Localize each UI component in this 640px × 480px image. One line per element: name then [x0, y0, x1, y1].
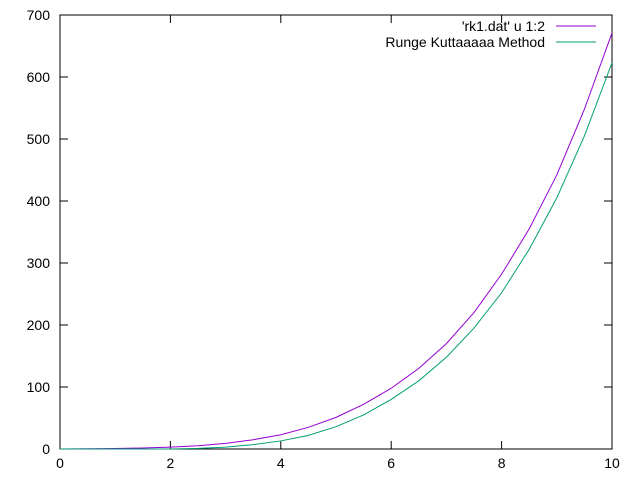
y-tick-label: 700 [27, 7, 51, 23]
series-1-point [501, 274, 502, 275]
series-2-point [280, 440, 281, 441]
y-tick-label: 200 [27, 317, 51, 333]
x-tick-label: 8 [498, 455, 506, 471]
x-tick-label: 4 [277, 455, 285, 471]
y-tick-label: 0 [42, 441, 50, 457]
series-2-point [308, 435, 309, 436]
series-1-point [418, 368, 419, 369]
series-2-point [418, 380, 419, 381]
series-2-point [501, 292, 502, 293]
series-1-point [335, 417, 336, 418]
series-2-point [446, 357, 447, 358]
series-1-point [280, 434, 281, 435]
series-line-2 [60, 62, 613, 450]
legend-label-2: Runge Kuttaaaaa Method [385, 34, 545, 50]
series-1-point [584, 109, 585, 110]
series-1-point [391, 388, 392, 389]
series-2-point [142, 448, 143, 449]
series-1-point [529, 228, 530, 229]
series-2-point [584, 135, 585, 136]
series-1-point [556, 174, 557, 175]
y-tick-label: 600 [27, 69, 51, 85]
x-tick-label: 2 [167, 455, 175, 471]
series-2-point [253, 444, 254, 445]
series-1-point [611, 32, 612, 33]
series-1-point [253, 439, 254, 440]
y-tick-label: 300 [27, 255, 51, 271]
y-tick-label: 100 [27, 379, 51, 395]
series-2-point [391, 399, 392, 400]
x-tick-label: 0 [56, 455, 64, 471]
series-2-point [473, 328, 474, 329]
series-2-point [529, 249, 530, 250]
series-1-point [197, 445, 198, 446]
series-1-point [170, 446, 171, 447]
series-2-point [556, 197, 557, 198]
series-2-point [59, 448, 60, 449]
y-tick-label: 400 [27, 193, 51, 209]
series-2-point [170, 448, 171, 449]
series-2-point [197, 448, 198, 449]
series-2-point [335, 426, 336, 427]
series-1-point [446, 343, 447, 344]
y-tick-label: 500 [27, 131, 51, 147]
series-2-point [225, 447, 226, 448]
series-1-point [308, 427, 309, 428]
series-line-1 [59, 32, 613, 450]
x-tick-label: 10 [604, 455, 620, 471]
series-2-point [363, 414, 364, 415]
series-1-point [363, 404, 364, 405]
x-tick-label: 6 [387, 455, 395, 471]
plot-border [59, 14, 613, 450]
series-1-point [225, 443, 226, 444]
legend-label-1: 'rk1.dat' u 1:2 [462, 18, 545, 34]
series-2-point [115, 448, 116, 449]
series-2-point [87, 448, 88, 449]
series-1-point [473, 312, 474, 313]
series-2-point [611, 62, 612, 63]
